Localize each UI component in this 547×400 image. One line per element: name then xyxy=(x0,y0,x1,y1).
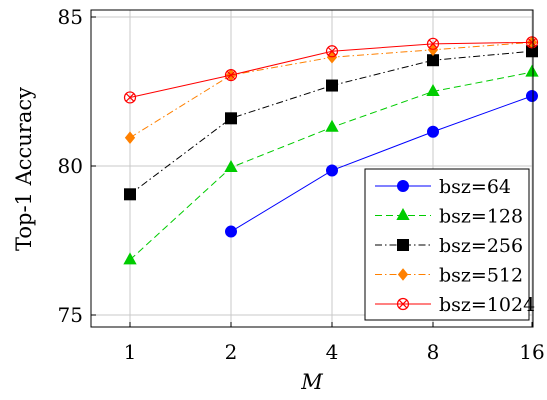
legend-entry-bsz=256: bsz=256 xyxy=(375,235,523,257)
data-point xyxy=(225,225,237,238)
axis-ticks: 1 2 4 8 16 75 80 85 xyxy=(58,5,545,364)
legend-entry-bsz=64: bsz=64 xyxy=(375,176,511,198)
x-tick-label: 1 xyxy=(124,340,137,364)
data-point xyxy=(427,125,439,138)
data-point xyxy=(525,36,539,49)
marker-cross-b xyxy=(428,39,438,49)
legend-entry-bsz=1024: bsz=1024 xyxy=(375,294,535,316)
data-point xyxy=(124,131,136,144)
legend-marker xyxy=(396,207,410,220)
data-point xyxy=(225,112,237,125)
data-point xyxy=(123,252,137,265)
data-point xyxy=(525,64,539,77)
data-point xyxy=(426,83,440,96)
x-tick-label: 8 xyxy=(427,340,440,364)
data-point xyxy=(326,79,338,92)
legend-label: bsz=128 xyxy=(439,206,523,228)
data-point xyxy=(224,159,238,172)
series-layer xyxy=(123,36,539,265)
data-point xyxy=(326,164,338,177)
marker-ring xyxy=(525,36,539,49)
marker-ring xyxy=(123,91,137,104)
x-tick-label: 2 xyxy=(225,340,238,364)
data-point xyxy=(123,91,137,104)
marker-ring xyxy=(396,297,410,311)
series-bsz=1024 xyxy=(123,36,539,104)
legend-marker xyxy=(396,297,410,311)
data-point xyxy=(224,69,238,82)
legend-label: bsz=512 xyxy=(439,265,523,287)
y-axis-label: Top-1 Accuracy xyxy=(12,87,36,251)
marker-ring xyxy=(325,45,339,58)
marker-ring xyxy=(224,69,238,82)
plot-frame xyxy=(90,9,534,328)
marker-cross-b xyxy=(527,38,537,47)
data-point xyxy=(427,54,439,67)
data-point xyxy=(325,45,339,58)
marker-cross-b xyxy=(327,46,337,56)
data-point xyxy=(426,37,440,50)
legend: bsz=64 bsz=128 bsz=256 bsz=512 bsz=1024 xyxy=(364,168,535,321)
y-tick-label: 80 xyxy=(58,154,83,178)
y-tick-label: 85 xyxy=(58,5,83,29)
legend-marker xyxy=(397,268,409,281)
series-bsz=64 xyxy=(225,89,538,238)
legend-label: bsz=64 xyxy=(439,176,511,198)
legend-label: bsz=1024 xyxy=(439,294,535,316)
x-tick-label: 16 xyxy=(519,340,544,364)
x-axis-label: M xyxy=(300,370,323,394)
marker-cross-b xyxy=(398,299,408,309)
series-line xyxy=(230,95,533,232)
legend-entry-bsz=512: bsz=512 xyxy=(375,265,523,287)
legend-entry-bsz=128: bsz=128 xyxy=(375,206,523,228)
data-point xyxy=(124,188,136,201)
marker-ring xyxy=(426,37,440,50)
series-bsz=256 xyxy=(124,45,538,201)
data-point xyxy=(325,119,339,132)
marker-cross-b xyxy=(226,70,236,80)
y-tick-label: 75 xyxy=(58,303,83,327)
data-point xyxy=(526,89,538,102)
series-bsz=128 xyxy=(123,64,539,265)
x-tick-label: 4 xyxy=(326,340,339,364)
legend-marker xyxy=(397,180,409,192)
legend-marker xyxy=(397,239,409,251)
legend-label: bsz=256 xyxy=(439,235,523,257)
marker-cross-b xyxy=(125,93,135,102)
